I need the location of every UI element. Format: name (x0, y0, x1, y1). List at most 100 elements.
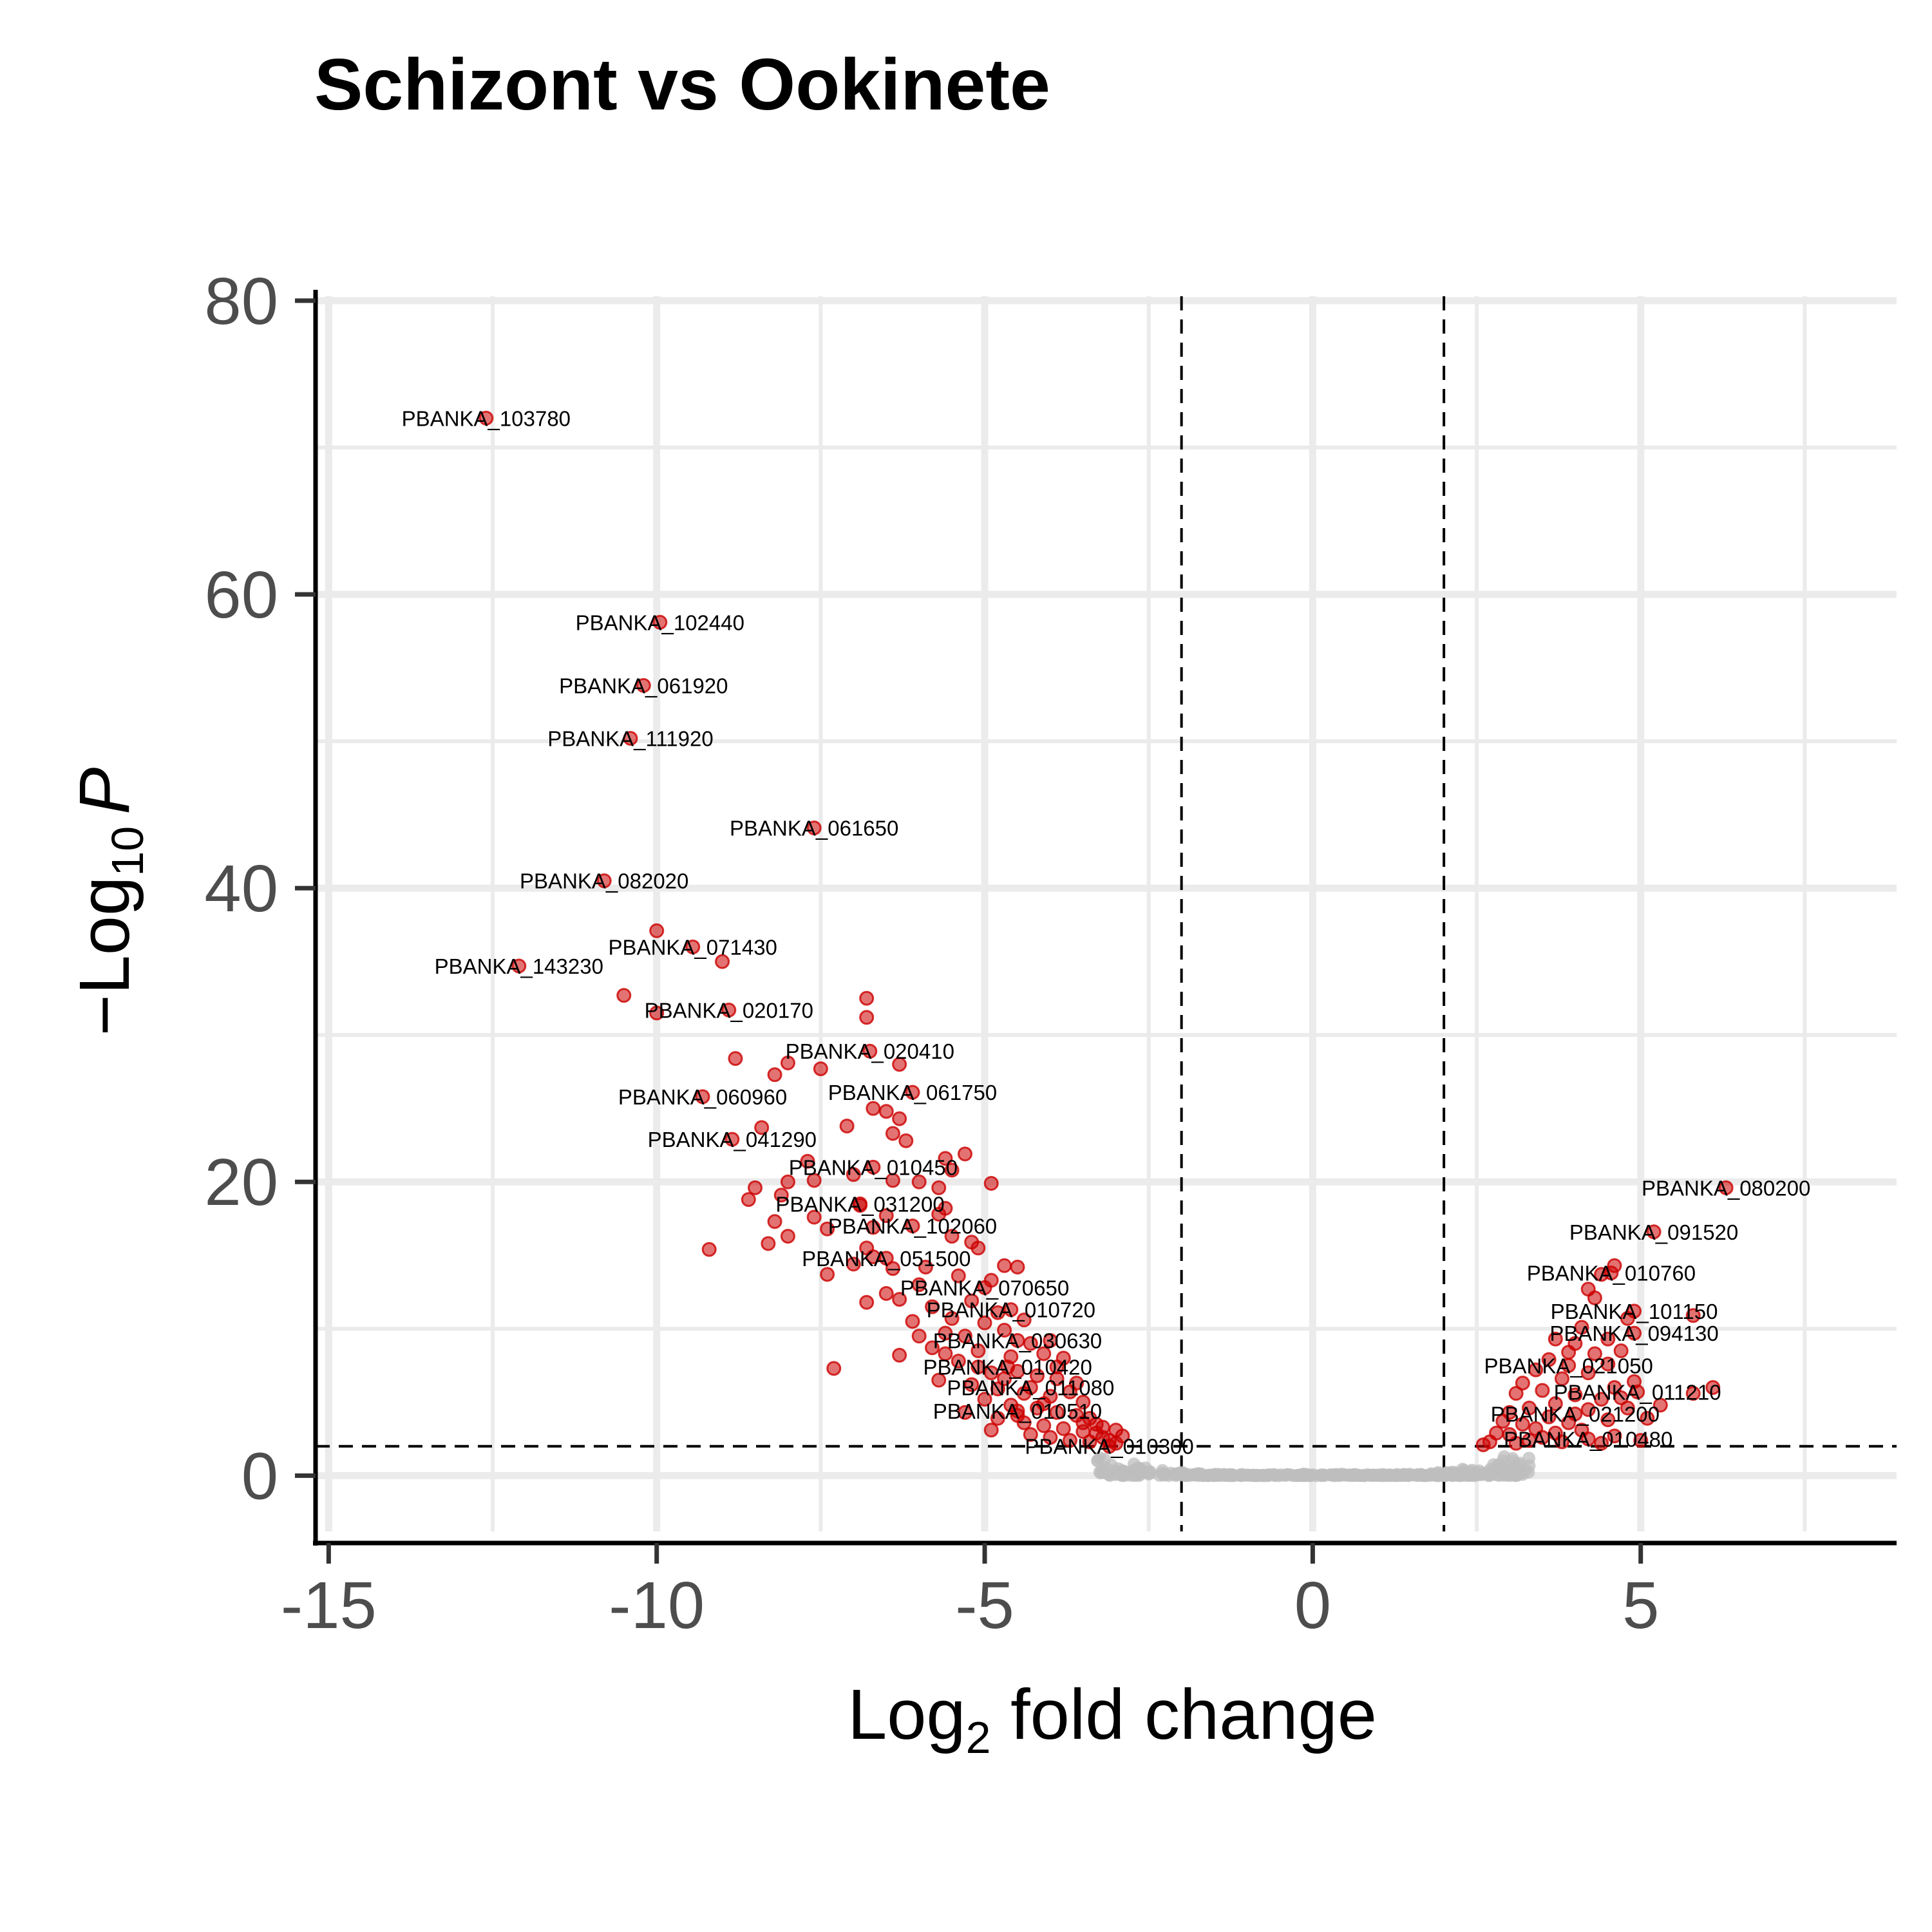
gene-label: PBANKA_010760 (1527, 1262, 1696, 1285)
gene-label: PBANKA_061750 (828, 1081, 997, 1104)
point (1554, 1434, 1569, 1450)
y-axis-title: −Log10P (65, 767, 153, 1036)
point (938, 1346, 953, 1361)
labeled-point (852, 1196, 867, 1211)
point (1317, 1468, 1331, 1482)
y-tick-label: 40 (204, 851, 278, 925)
point (1567, 1387, 1583, 1403)
point (1142, 1465, 1155, 1479)
point (859, 1240, 875, 1256)
point (931, 1372, 947, 1388)
point (1653, 1397, 1668, 1413)
point (780, 1055, 795, 1070)
gene-label: PBANKA_061920 (559, 674, 728, 697)
point (1495, 1414, 1511, 1429)
x-axis-title: Log2 fold change (848, 1675, 1377, 1763)
point (983, 1175, 999, 1191)
point (820, 1267, 835, 1282)
point (1049, 1359, 1065, 1375)
labeled-point (905, 1084, 920, 1100)
point (1423, 1468, 1437, 1482)
labeled-point (1627, 1325, 1642, 1341)
point (983, 1365, 999, 1381)
point (866, 1220, 881, 1235)
gene-label: PBANKA_091520 (1569, 1220, 1738, 1244)
point (1522, 1400, 1537, 1416)
point (1600, 1356, 1616, 1372)
point (1499, 1465, 1512, 1479)
point (1115, 1428, 1130, 1444)
significant-points (478, 410, 1734, 1454)
point (1096, 1466, 1110, 1479)
point (911, 1329, 927, 1344)
point (780, 1174, 795, 1189)
point (846, 1167, 861, 1182)
point (1286, 1469, 1300, 1482)
point (1327, 1469, 1341, 1482)
point (1175, 1466, 1189, 1479)
labeled-point (1010, 1333, 1025, 1349)
point (977, 1315, 992, 1331)
point (839, 1119, 855, 1134)
point (1193, 1468, 1206, 1481)
labeled-point (862, 1043, 878, 1059)
point (1093, 1451, 1106, 1464)
point (977, 1392, 992, 1407)
gene-label: PBANKA_031200 (775, 1192, 944, 1216)
point (1513, 1458, 1526, 1472)
point (1594, 1392, 1609, 1407)
axes: -15 -10 -5 0 5 0 20 40 60 80 (204, 264, 1897, 1642)
point (905, 1314, 920, 1329)
point (866, 1101, 881, 1116)
labeled-point (1718, 1180, 1734, 1195)
point (1548, 1396, 1563, 1412)
gene-label: PBANKA_102440 (576, 611, 744, 634)
gene-label: PBANKA_102060 (828, 1215, 997, 1238)
gene-label: PBANKA_011080 (947, 1376, 1114, 1399)
point (1541, 1352, 1557, 1367)
point (878, 1208, 894, 1224)
point (1217, 1468, 1231, 1482)
point (767, 1067, 782, 1083)
point (938, 1151, 953, 1166)
point (1600, 1331, 1616, 1347)
labeled-point (596, 873, 612, 889)
point (918, 1259, 933, 1274)
gene-label: PBANKA_080200 (1642, 1176, 1810, 1200)
point (1247, 1469, 1260, 1482)
point (1095, 1419, 1110, 1435)
labeled-point (652, 614, 668, 630)
point (1043, 1333, 1058, 1349)
point (1459, 1466, 1472, 1480)
point (1396, 1468, 1409, 1482)
y-tick-label: 0 (242, 1439, 278, 1513)
labeled-point (905, 1218, 920, 1234)
point (990, 1410, 1005, 1426)
point (649, 923, 665, 938)
point (780, 1229, 795, 1244)
point (898, 1133, 914, 1148)
point (1685, 1386, 1701, 1401)
point (990, 1381, 1005, 1397)
point (892, 1292, 907, 1307)
point (885, 1126, 900, 1141)
point (1548, 1331, 1563, 1347)
point (806, 1173, 822, 1188)
point (1594, 1435, 1609, 1451)
point (1375, 1469, 1388, 1482)
point (983, 1423, 999, 1438)
point (892, 1057, 907, 1072)
point (800, 1153, 815, 1169)
point (1510, 1468, 1524, 1482)
point (754, 1120, 770, 1135)
labeled-point (724, 1132, 740, 1147)
point (1482, 1469, 1495, 1482)
gene-label: PBANKA_010450 (789, 1155, 958, 1179)
gene-label: PBANKA_082020 (520, 869, 688, 893)
labeled-point (511, 958, 527, 974)
gene-labels: PBANKA_103780 PBANKA_102440 PBANKA_061920 P… (402, 406, 1811, 1458)
labeled-point (977, 1280, 992, 1295)
gene-label: PBANKA_103780 (402, 406, 571, 430)
chart-title: Schizont vs Ookinete (314, 44, 1050, 125)
gene-label: PBANKA_101150 (1551, 1300, 1718, 1323)
